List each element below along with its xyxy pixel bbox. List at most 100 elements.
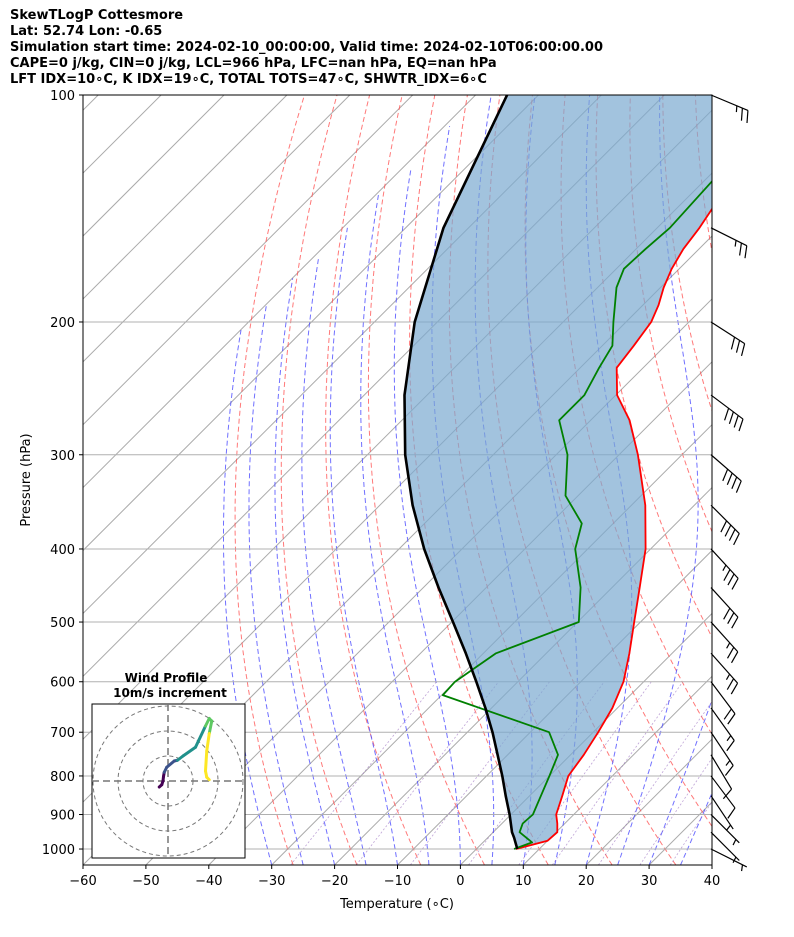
y-tick-label: 600 — [50, 676, 75, 691]
wind-barb-flag — [720, 520, 728, 533]
wind-barb-flag — [728, 529, 736, 541]
wind-barb-staff — [710, 795, 734, 830]
title-station: SkewTLogP Cottesmore — [10, 8, 184, 23]
wind-barb-flag — [739, 242, 743, 256]
temperature-line — [515, 207, 712, 850]
chart-title-block: SkewTLogP Cottesmore Lat: 52.74 Lon: -0.… — [10, 8, 603, 88]
wind-barb-staff — [710, 681, 736, 715]
wind-barb-staff — [710, 731, 734, 766]
isotherm — [271, 423, 712, 865]
x-tick-label: 10 — [515, 874, 532, 889]
y-tick-label: 500 — [50, 616, 75, 631]
moist-adiabat — [329, 227, 398, 865]
wind-barb-flag — [722, 788, 733, 800]
wind-barb — [710, 652, 739, 695]
wind-barb-half-flag — [726, 824, 731, 831]
dewpoint-line — [441, 179, 712, 850]
wind-barb — [710, 321, 746, 357]
dry-adiabat — [280, 95, 358, 865]
hodograph-inset: Wind Profile 10m/s increment — [91, 671, 246, 859]
dry-adiabat — [595, 95, 712, 639]
dry-adiabat — [325, 95, 422, 865]
wind-barb-flag — [727, 713, 736, 725]
x-axis-label: Temperature (∘C) — [339, 897, 454, 912]
mixing-ratio-line — [551, 681, 684, 865]
title-indices-1: CAPE=0 j/kg, CIN=0 j/kg, LCL=966 hPa, LF… — [10, 56, 497, 71]
wind-barb-flag — [731, 578, 739, 590]
y-tick-label: 700 — [50, 726, 75, 741]
isotherm — [83, 95, 225, 237]
wind-barb-flag — [726, 740, 735, 752]
wind-barb-flag — [740, 343, 746, 357]
wind-barb-staff — [710, 94, 749, 111]
wind-barb-staff — [710, 227, 748, 247]
wind-barb-flag — [731, 476, 738, 489]
wind-barb-flag — [740, 108, 743, 121]
hodograph-segment — [165, 759, 176, 769]
parcel-line — [403, 95, 519, 850]
wind-barb — [710, 754, 733, 800]
y-axis: 100 200 300 400 500 600 700 800 900 1000 — [42, 89, 83, 858]
wind-barb — [710, 227, 748, 259]
y-tick-label: 800 — [50, 770, 75, 785]
wind-barb — [710, 548, 739, 590]
wind-barb — [710, 707, 735, 752]
moist-adiabat — [393, 168, 461, 865]
isotherm — [711, 864, 712, 865]
wind-barb-flag — [723, 569, 731, 581]
title-latlon: Lat: 52.74 Lon: -0.65 — [10, 24, 163, 39]
x-tick-label: 0 — [456, 874, 464, 889]
mixing-ratio-line — [639, 757, 712, 865]
hodograph-rings — [92, 704, 245, 858]
isotherm — [83, 95, 414, 426]
wind-barb-flag — [728, 411, 734, 425]
wind-barb — [710, 795, 734, 831]
wind-barb-staff — [710, 504, 740, 534]
moist-adiabat — [301, 258, 367, 865]
dry-adiabat — [761, 95, 794, 865]
mixing-ratio-line — [598, 700, 712, 865]
hodograph-subtitle: 10m/s increment — [113, 686, 227, 700]
y-tick-label: 900 — [50, 809, 75, 824]
wind-barb-flag — [731, 616, 739, 629]
isotherm — [83, 95, 476, 489]
wind-barb-staff — [710, 652, 739, 684]
moist-adiabat — [617, 95, 699, 865]
moist-adiabat — [274, 278, 336, 865]
wind-barb — [710, 831, 740, 864]
x-tick-label: −50 — [132, 874, 159, 889]
wind-barb-flag — [738, 418, 744, 432]
wind-barb-half-flag — [725, 760, 731, 766]
hodograph-segment — [194, 724, 207, 749]
isotherm — [83, 95, 539, 552]
wind-barb — [710, 681, 736, 725]
wind-barb-staff — [710, 754, 733, 790]
wind-barb — [710, 394, 744, 432]
hodograph-title: Wind Profile — [125, 671, 208, 685]
hodograph-segment — [205, 775, 211, 782]
wind-barb-flag — [730, 682, 739, 695]
wind-barbs — [710, 94, 749, 872]
wind-barb-staff — [710, 707, 735, 741]
wind-barb-staff — [710, 321, 745, 345]
wind-barb — [710, 621, 739, 664]
x-tick-label: 30 — [641, 874, 658, 889]
x-tick-label: −10 — [384, 874, 411, 889]
wind-barb-half-flag — [726, 735, 732, 742]
dry-adiabat — [728, 95, 794, 865]
wind-barb-half-flag — [726, 642, 731, 649]
x-tick-label: 40 — [704, 874, 721, 889]
y-tick-label: 300 — [50, 449, 75, 464]
parcel-area-shading — [404, 95, 712, 849]
x-tick-label: 20 — [578, 874, 595, 889]
title-times: Simulation start time: 2024-02-10_00:00:… — [10, 40, 603, 55]
wind-barb-flag — [727, 573, 735, 586]
moist-adiabat — [711, 863, 712, 865]
x-tick-label: −60 — [69, 874, 96, 889]
wind-barb-half-flag — [740, 864, 744, 872]
isotherm — [83, 95, 351, 363]
isotherm — [83, 95, 288, 300]
y-tick-label: 200 — [50, 316, 75, 331]
wind-barb-half-flag — [732, 856, 737, 864]
